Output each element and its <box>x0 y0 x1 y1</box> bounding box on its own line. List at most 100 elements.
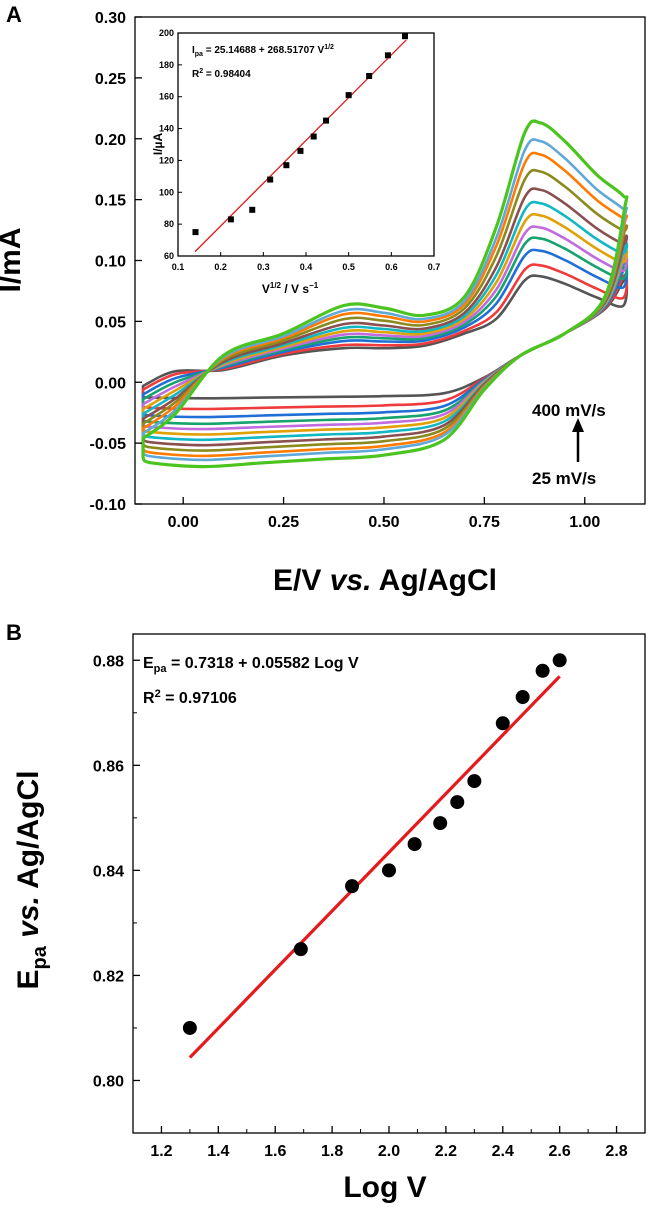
cv-curves <box>141 119 629 469</box>
inset-point <box>249 206 256 213</box>
inset-point <box>366 73 373 80</box>
a-ytick-label: 0.00 <box>95 375 126 392</box>
inset-point <box>345 92 352 99</box>
cv-curve-50-mv-s <box>141 263 629 411</box>
inset-plot-area <box>192 33 408 253</box>
b-xtick-label: 2.8 <box>605 1143 627 1160</box>
inset-xtick-label: 0.2 <box>214 262 227 272</box>
b-xtick-label: 2.4 <box>492 1143 514 1160</box>
panel-a-ylabel: I/mA <box>0 227 27 292</box>
panel-a-xlabel: E/V vs. Ag/AgCl <box>273 564 497 597</box>
a-xtick-label: 0.75 <box>469 514 500 531</box>
panel-a-y-ticks: -0.10 -0.05 0.00 0.05 0.10 0.15 0.20 0.25 0.30 <box>90 10 142 514</box>
inset-xtick-label: 0.6 <box>385 262 398 272</box>
panel-b-ylabel: Epa vs. Ag/AgCl <box>12 771 51 990</box>
cv-curve-400-mv-s <box>141 119 629 469</box>
b-fit-line <box>188 675 561 1059</box>
inset-point <box>297 147 304 154</box>
a-ytick-label: -0.05 <box>90 436 127 453</box>
b-ytick-label: 0.80 <box>93 1073 124 1090</box>
cv-curve-350-mv-s <box>141 138 629 462</box>
b-ytick-label: 0.82 <box>93 968 124 985</box>
inset-xtick-label: 0.5 <box>342 262 355 272</box>
panel-a-label: A <box>6 2 22 27</box>
b-data-point <box>467 774 482 789</box>
b-ytick-label: 0.84 <box>93 863 124 880</box>
b-xtick-label: 1.8 <box>321 1143 343 1160</box>
inset-xtick-label: 0.7 <box>428 262 441 272</box>
cv-curve-200-mv-s <box>141 187 629 447</box>
b-data-point <box>552 653 567 668</box>
inset-x-ticks: 0.1 0.2 0.3 0.4 0.5 0.6 0.7 <box>172 252 441 272</box>
cv-curve-25-mv-s <box>141 274 629 400</box>
inset-y-ticks: 60 80 100 120 140 160 180 200 <box>159 28 182 261</box>
inset-ytick-label: 120 <box>159 155 174 165</box>
b-data-point <box>382 863 396 878</box>
cv-curve-175-mv-s <box>141 200 629 442</box>
a-xtick-label: 1.00 <box>569 514 600 531</box>
inset-ytick-label: 100 <box>159 187 174 197</box>
panel-b-plot-area <box>182 653 567 1059</box>
a-ytick-label: 0.15 <box>95 193 126 210</box>
inset-background <box>178 33 434 256</box>
inset-point <box>283 162 290 169</box>
inset-ytick-label: 200 <box>159 28 174 38</box>
panel-b-plot-frame <box>132 633 646 1134</box>
b-data-point <box>515 690 530 705</box>
inset-ytick-label: 180 <box>159 60 174 70</box>
inset-point <box>227 216 234 223</box>
inset-point <box>192 229 199 236</box>
inset-ytick-label: 140 <box>159 124 174 134</box>
inset-xtick-label: 0.3 <box>257 262 270 272</box>
inset-point <box>401 33 408 40</box>
scan-rate-arrow-head <box>572 418 584 432</box>
b-ytick-label: 0.86 <box>93 758 124 775</box>
panel-b-scatter-chart: B 0.80 0.82 0.84 0.86 0.88 1.2 1.4 1.6 1.8 2.0 2.… <box>6 620 646 1204</box>
annotation-low-rate: 25 mV/s <box>532 469 596 488</box>
a-xtick-label: 0.50 <box>368 514 399 531</box>
panel-a-cv-chart: A -0.10-0.050.000.050.100.150.200.250.30… <box>0 2 646 597</box>
a-ytick-label: 0.30 <box>95 10 126 27</box>
b-xtick-label: 1.4 <box>207 1143 229 1160</box>
b-data-point <box>535 663 550 678</box>
inset-equation: Ipa = 25.14688 + 268.51707 V1/2 <box>192 44 334 58</box>
inset-point <box>310 133 317 140</box>
inset-point <box>323 117 330 124</box>
panel-b-equation: Epa = 0.7318 + 0.05582 Log V <box>143 655 359 675</box>
panel-b-x-ticks: 1.2 1.4 1.6 1.8 2.0 2.2 2.4 2.6 2.8 <box>150 1126 628 1160</box>
panel-b-xlabel: Log V <box>343 1171 426 1204</box>
b-ytick-label: 0.88 <box>93 653 124 670</box>
b-data-point <box>345 879 360 894</box>
b-xtick-label: 2.6 <box>549 1143 571 1160</box>
b-xtick-label: 1.6 <box>264 1143 286 1160</box>
panel-b-r2: R2 = 0.97106 <box>143 688 237 707</box>
b-data-point <box>293 942 308 957</box>
a-ytick-label: 0.20 <box>95 132 126 149</box>
panel-a-x-ticks: 0.00 0.25 0.50 0.75 1.00 <box>168 497 600 531</box>
b-xtick-label: 2.0 <box>378 1143 400 1160</box>
inset-ytick-label: 60 <box>164 251 174 261</box>
inset-ylabel: I/µA <box>151 133 165 156</box>
inset-xlabel: V1/2 / V s−1 <box>262 281 319 296</box>
a-ytick-label: 0.10 <box>95 254 126 271</box>
cv-curve-150-mv-s <box>141 212 629 436</box>
a-xtick-label: 0.00 <box>168 514 199 531</box>
inset-xtick-label: 0.4 <box>300 262 313 272</box>
inset-xtick-label: 0.1 <box>172 262 185 272</box>
inset-point <box>384 52 391 59</box>
a-xtick-label: 0.25 <box>268 514 299 531</box>
a-ytick-label: -0.10 <box>90 497 127 514</box>
b-data-point <box>407 837 422 852</box>
inset-r2: R2 = 0.98404 <box>192 68 251 80</box>
a-ytick-label: 0.25 <box>95 71 126 88</box>
b-data-point <box>182 1020 197 1035</box>
a-ytick-label: 0.05 <box>95 314 126 331</box>
b-data-point <box>495 716 510 731</box>
panel-b-label: B <box>6 620 22 645</box>
inset-point <box>267 176 274 183</box>
annotation-high-rate: 400 mV/s <box>532 401 606 420</box>
cv-curve-250-mv-s <box>141 168 629 452</box>
cv-curve-300-mv-s <box>141 151 629 458</box>
